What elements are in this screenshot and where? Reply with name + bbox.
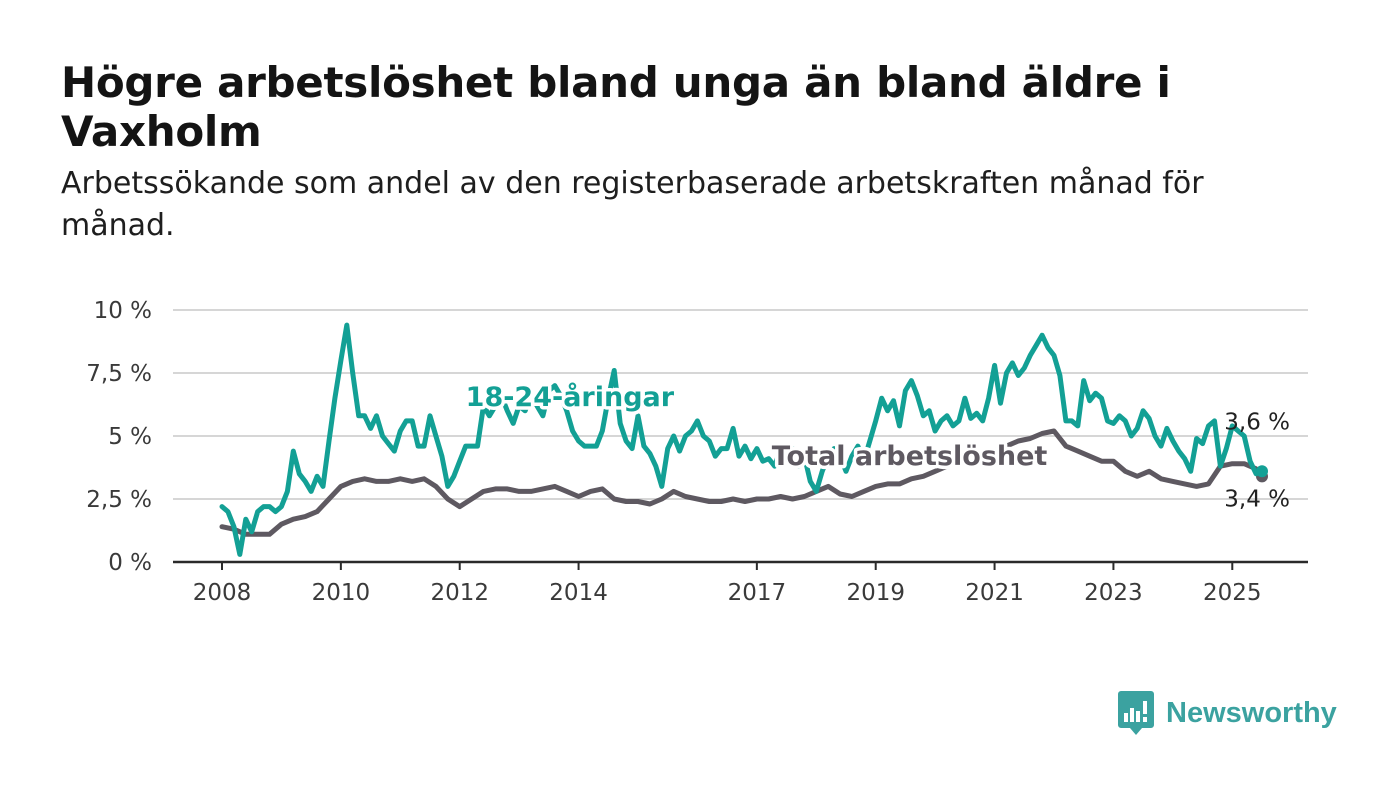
y-tick-label: 7,5 % [86, 361, 152, 387]
x-tick-label: 2023 [1084, 580, 1143, 606]
x-axis-ticks: 2008 2010 2012 2014 2017 2019 2021 2023 2025 [193, 562, 1262, 606]
y-tick-label: 10 % [94, 298, 152, 324]
bar-chart-speech-bubble-icon [1118, 691, 1154, 735]
x-tick-label: 2017 [728, 580, 787, 606]
newsworthy-logo: Newsworthy [1118, 690, 1337, 736]
x-tick-label: 2025 [1203, 580, 1262, 606]
series-lines [219, 322, 1268, 557]
x-tick-label: 2019 [846, 580, 905, 606]
series-end-label: 3,6 % [1224, 409, 1290, 435]
chart-title: Högre arbetslöshet bland unga än bland ä… [61, 58, 1171, 156]
brand-name: Newsworthy [1166, 696, 1337, 729]
series-end-point [1256, 465, 1268, 478]
y-tick-label: 5 % [108, 424, 152, 450]
x-tick-label: 2010 [312, 580, 371, 606]
x-tick-label: 2008 [193, 580, 252, 606]
chart-subtitle: Arbetssökande som andel av den registerb… [61, 166, 1204, 243]
y-tick-label: 0 % [108, 550, 152, 576]
x-tick-label: 2012 [430, 580, 489, 606]
series-line-18-24 [219, 322, 1265, 557]
x-tick-label: 2021 [965, 580, 1024, 606]
series-labels: 3,6 % 3,4 % 18-24-åringar Total arbetslöshe… [462, 377, 1290, 512]
series-line-total [219, 428, 1265, 537]
series-name-label: Total arbetslöshet [772, 441, 1048, 472]
x-tick-label: 2014 [549, 580, 608, 606]
series-name-label: 18-24-åringar [466, 381, 675, 413]
series-end-label: 3,4 % [1224, 486, 1290, 512]
y-tick-label: 2,5 % [86, 487, 152, 513]
y-axis-ticks: 0 % 2,5 % 5 % 7,5 % 10 % [86, 298, 152, 576]
